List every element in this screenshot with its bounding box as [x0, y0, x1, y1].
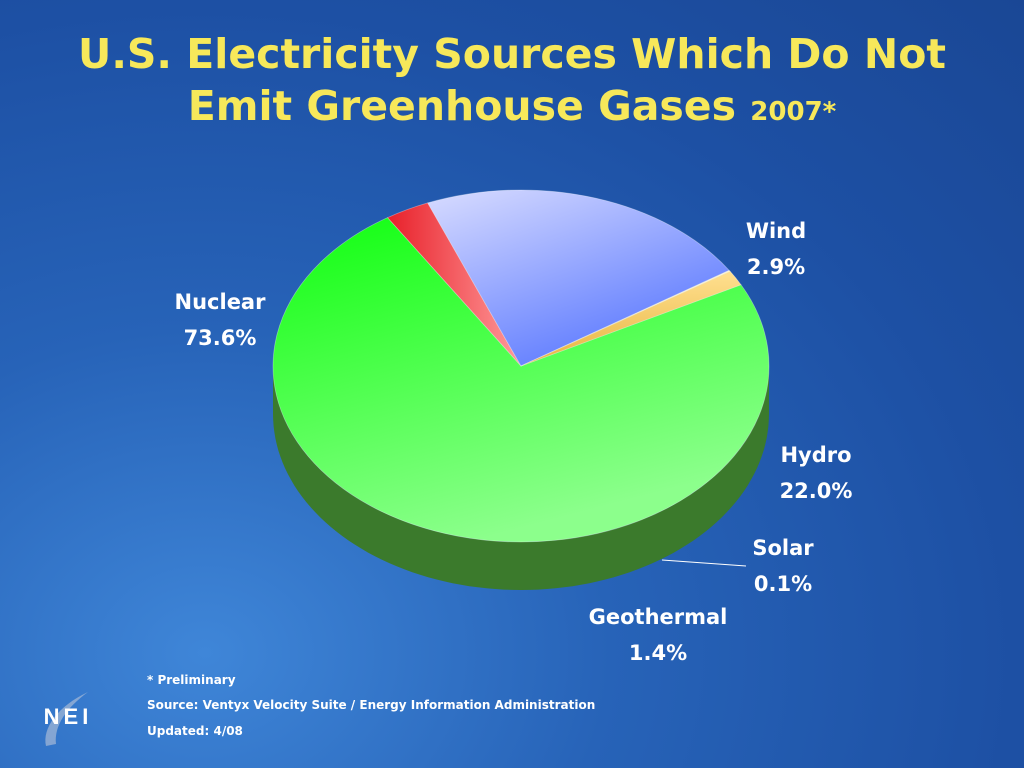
pie-tops [272, 189, 770, 543]
chart-title-line2-text: Emit Greenhouse Gases [187, 82, 737, 130]
label-hydro: Hydro 22.0% [765, 437, 867, 509]
label-wind-name: Wind [745, 219, 807, 243]
label-nuclear-name: Nuclear [174, 290, 266, 314]
pie-sides [273, 366, 769, 590]
label-hydro-value: 22.0% [779, 479, 853, 503]
label-solar-value: 0.1% [753, 572, 813, 596]
pie-slice-hydro [427, 189, 730, 367]
footnote-preliminary: * Preliminary [147, 673, 236, 687]
solar-leader-line [661, 559, 747, 567]
label-geothermal-name: Geothermal [588, 605, 728, 629]
pie-slice-wind [386, 202, 522, 367]
label-geothermal-value: 1.4% [628, 641, 688, 665]
nei-logo: NEI [44, 692, 93, 746]
pie-slice-geothermal [520, 270, 742, 367]
label-wind-value: 2.9% [746, 255, 806, 279]
label-nuclear-value: 73.6% [183, 326, 257, 350]
chart-title-line1: U.S. Electricity Sources Which Do Not [78, 30, 946, 78]
chart-title-line2: Emit Greenhouse Gases 2007* [0, 80, 1024, 138]
chart-title: U.S. Electricity Sources Which Do Not Em… [0, 28, 1024, 138]
nei-logo-text: NEI [44, 704, 93, 729]
pie-slice-solar [520, 269, 731, 367]
footnote-updated: Updated: 4/08 [147, 724, 243, 738]
label-wind: Wind 2.9% [726, 213, 826, 285]
chart-title-year: 2007* [750, 97, 837, 127]
label-geothermal: Geothermal 1.4% [578, 599, 738, 671]
pie-slice-nuclear [272, 217, 770, 543]
footnote-source: Source: Ventyx Velocity Suite / Energy I… [147, 698, 596, 712]
pie-side-nuclear [273, 366, 769, 590]
label-nuclear: Nuclear 73.6% [160, 284, 280, 356]
label-solar-name: Solar [752, 536, 814, 560]
label-hydro-name: Hydro [780, 443, 852, 467]
label-solar: Solar 0.1% [733, 530, 833, 602]
